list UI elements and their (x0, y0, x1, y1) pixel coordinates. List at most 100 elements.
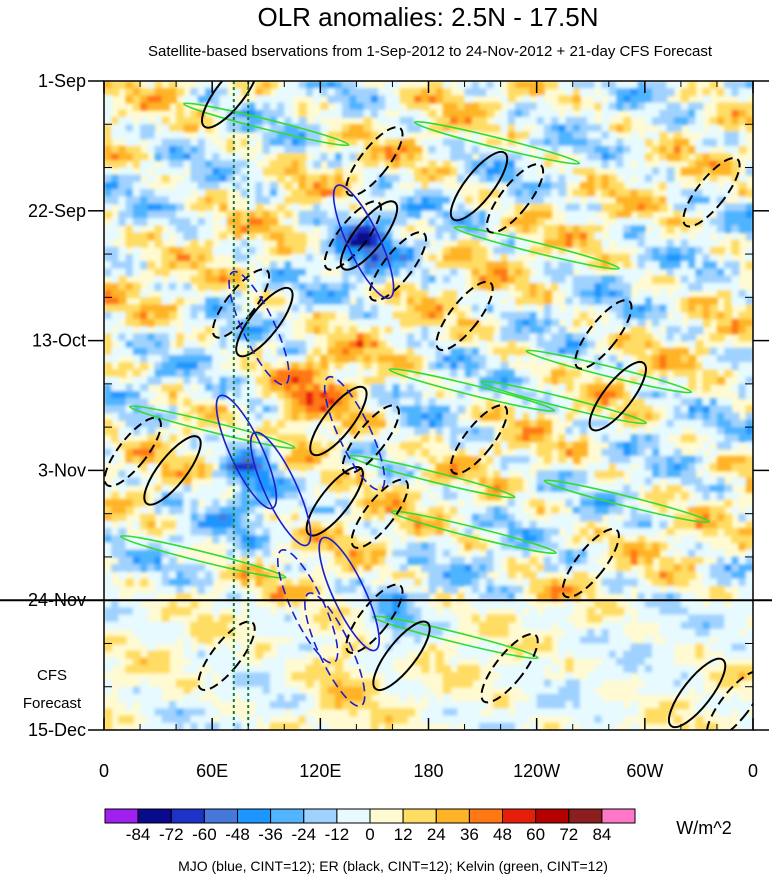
heatmap-cell (435, 95, 444, 104)
heatmap-cell (688, 203, 697, 212)
heatmap-cell (587, 131, 596, 140)
heatmap-cell (630, 362, 639, 371)
heatmap-cell (507, 138, 516, 147)
heatmap-cell (320, 218, 329, 226)
heatmap-cell (363, 556, 372, 565)
heatmap-cell (363, 398, 372, 407)
heatmap-cell (147, 456, 156, 464)
heatmap-cell (356, 340, 365, 349)
heatmap-cell (406, 383, 415, 392)
heatmap-cell (147, 369, 156, 378)
heatmap-cell (673, 131, 682, 140)
heatmap-cell (125, 95, 134, 104)
heatmap-cell (500, 571, 509, 580)
heatmap-cell (233, 585, 242, 594)
heatmap-cell (623, 218, 632, 226)
heatmap-cell (731, 145, 740, 154)
heatmap-cell (125, 499, 134, 508)
heatmap-cell (305, 448, 314, 457)
heatmap-cell (565, 268, 574, 277)
heatmap-cell (414, 102, 423, 111)
heatmap-cell (205, 117, 213, 126)
heatmap-cell (587, 347, 596, 356)
heatmap-cell (457, 347, 466, 356)
heatmap-cell (507, 254, 516, 263)
heatmap-cell (111, 600, 120, 609)
heatmap-cell (522, 160, 531, 169)
heatmap-cell (745, 535, 753, 544)
heatmap-cell (370, 196, 379, 205)
heatmap-cell (140, 95, 149, 104)
heatmap-cell (262, 528, 271, 537)
heatmap-cell (334, 333, 343, 342)
heatmap-cell (716, 427, 725, 436)
heatmap-cell (291, 492, 300, 500)
heatmap-cell (305, 506, 314, 515)
heatmap-cell (659, 463, 668, 472)
heatmap-cell (594, 218, 603, 226)
heatmap-cell (536, 131, 545, 140)
heatmap-cell (219, 88, 228, 97)
heatmap-cell (277, 571, 286, 580)
heatmap-cell (507, 477, 516, 486)
heatmap-cell (262, 232, 271, 241)
heatmap-cell (406, 419, 415, 428)
heatmap-cell (565, 81, 574, 89)
heatmap-cell (522, 513, 531, 522)
heatmap-cell (334, 506, 343, 515)
heatmap-cell (269, 232, 278, 241)
heatmap-cell (486, 585, 495, 594)
heatmap-cell (579, 355, 588, 363)
heatmap-cell (168, 261, 177, 270)
heatmap-cell (442, 117, 451, 126)
heatmap-cell (197, 492, 206, 500)
heatmap-cell (680, 542, 689, 551)
heatmap-cell (428, 297, 437, 306)
heatmap-cell (197, 189, 206, 198)
heatmap-cell (342, 434, 350, 443)
heatmap-cell (716, 131, 725, 140)
heatmap-cell (486, 513, 495, 522)
heatmap-cell (565, 513, 574, 522)
heatmap-cell (558, 268, 567, 277)
heatmap-cell (616, 189, 624, 198)
heatmap-cell (356, 585, 365, 594)
heatmap-cell (471, 304, 480, 313)
heatmap-cell (507, 239, 516, 248)
heatmap-cell (363, 362, 372, 371)
heatmap-cell (500, 513, 509, 522)
heatmap-cell (565, 95, 574, 104)
heatmap-cell (356, 290, 365, 299)
heatmap-cell (659, 319, 668, 327)
heatmap-cell (673, 138, 682, 147)
heatmap-cell (118, 275, 127, 284)
heatmap-cell (702, 304, 711, 313)
heatmap-cell (342, 88, 350, 97)
heatmap-cell (428, 535, 437, 544)
heatmap-cell (269, 268, 278, 277)
heatmap-cell (305, 398, 314, 407)
heatmap-cell (507, 196, 516, 205)
heatmap-cell (190, 239, 199, 248)
heatmap-cell (450, 492, 459, 500)
heatmap-cell (349, 355, 358, 363)
heatmap-cell (630, 398, 639, 407)
heatmap-cell (320, 109, 329, 118)
heatmap-cell (551, 520, 560, 529)
heatmap-cell (370, 347, 379, 356)
heatmap-cell (659, 246, 668, 255)
heatmap-cell (536, 499, 545, 508)
heatmap-cell (298, 492, 307, 500)
heatmap-cell (241, 297, 249, 306)
heatmap-cell (688, 499, 697, 508)
heatmap-cell (111, 564, 120, 573)
heatmap-cell (666, 102, 675, 111)
heatmap-cell (154, 239, 163, 248)
heatmap-cell (724, 88, 733, 97)
heatmap-cell (342, 398, 350, 407)
heatmap-cell (205, 564, 213, 573)
heatmap-cell (579, 153, 588, 162)
heatmap-cell (450, 290, 459, 299)
heatmap-cell (572, 203, 581, 212)
heatmap-cell (644, 391, 653, 400)
